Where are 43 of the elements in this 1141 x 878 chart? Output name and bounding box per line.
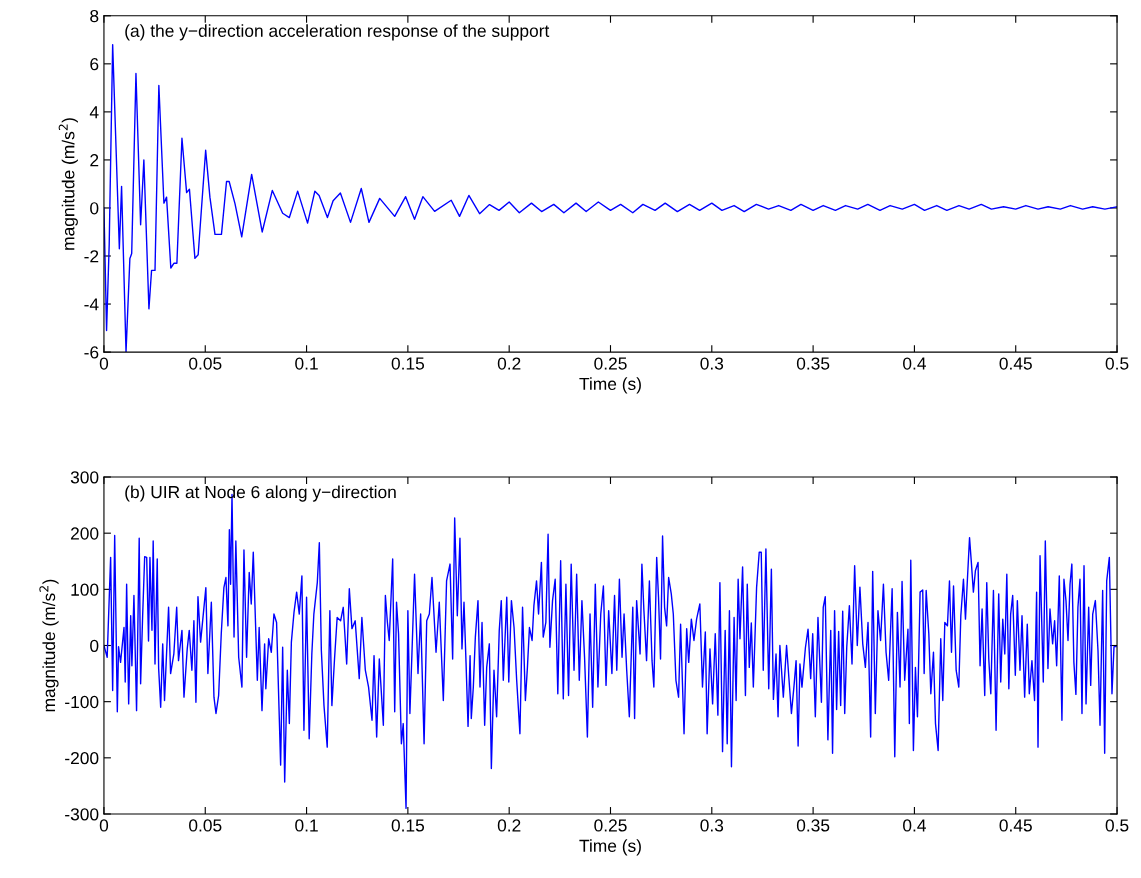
x-tick-label: 0.45: [999, 819, 1032, 832]
y-tick-label: 2: [90, 154, 99, 167]
x-tick-label: 0.45: [999, 357, 1032, 370]
x-tick-label: 0.1: [295, 819, 318, 832]
y-tick-label: -300: [65, 808, 99, 821]
x-tick-label: 0.5: [1105, 819, 1129, 832]
x-axis-title: Time (s): [579, 839, 641, 856]
x-tick-label: 0.05: [189, 357, 222, 370]
y-tick-label: 0: [90, 639, 99, 652]
y-tick-label: -6: [84, 346, 99, 359]
y-axis-title: magnitude (m/s$^{2}$): [58, 118, 78, 250]
x-tick-label: 0.35: [796, 819, 830, 832]
x-tick-label: 0.2: [497, 819, 521, 832]
x-tick-label: 0.2: [497, 357, 521, 370]
x-tick-label: 0: [99, 357, 109, 370]
y-tick-label: -4: [84, 298, 99, 311]
x-axis-title: Time (s): [579, 377, 641, 394]
x-tick-label: 0: [99, 819, 109, 832]
x-tick-label: 0.35: [796, 357, 830, 370]
y-tick-label: 200: [70, 527, 99, 540]
x-tick-label: 0.4: [903, 819, 926, 832]
chart-title: (a) the y−direction acceleration response of the support: [125, 24, 550, 41]
y-tick-label: 100: [71, 583, 99, 596]
x-tick-label: 0.25: [594, 819, 627, 832]
y-tick-label: 8: [90, 9, 99, 23]
y-tick-label: -100: [65, 695, 99, 709]
y-tick-label: 4: [89, 106, 99, 119]
x-tick-label: 0.1: [295, 357, 318, 370]
x-tick-label: 0.15: [391, 819, 425, 832]
x-tick-label: 0.15: [391, 357, 425, 370]
y-tick-label: 6: [90, 58, 99, 71]
x-tick-label: 0.05: [189, 819, 222, 832]
x-tick-label: 0.3: [700, 819, 724, 832]
chart-title: (b) UIR at Node 6 along y−direction: [125, 485, 396, 502]
y-axis-title: magnitude (m/s$^{2}$): [39, 579, 59, 712]
x-tick-label: 0.25: [594, 357, 627, 370]
x-tick-label: 0.4: [903, 357, 926, 370]
x-tick-label: 0.3: [700, 357, 724, 370]
y-tick-label: 0: [90, 202, 99, 215]
y-tick-label: -200: [65, 752, 99, 765]
x-tick-label: 0.5: [1105, 357, 1129, 370]
y-tick-label: 300: [70, 471, 99, 484]
y-tick-label: -2: [84, 250, 99, 263]
